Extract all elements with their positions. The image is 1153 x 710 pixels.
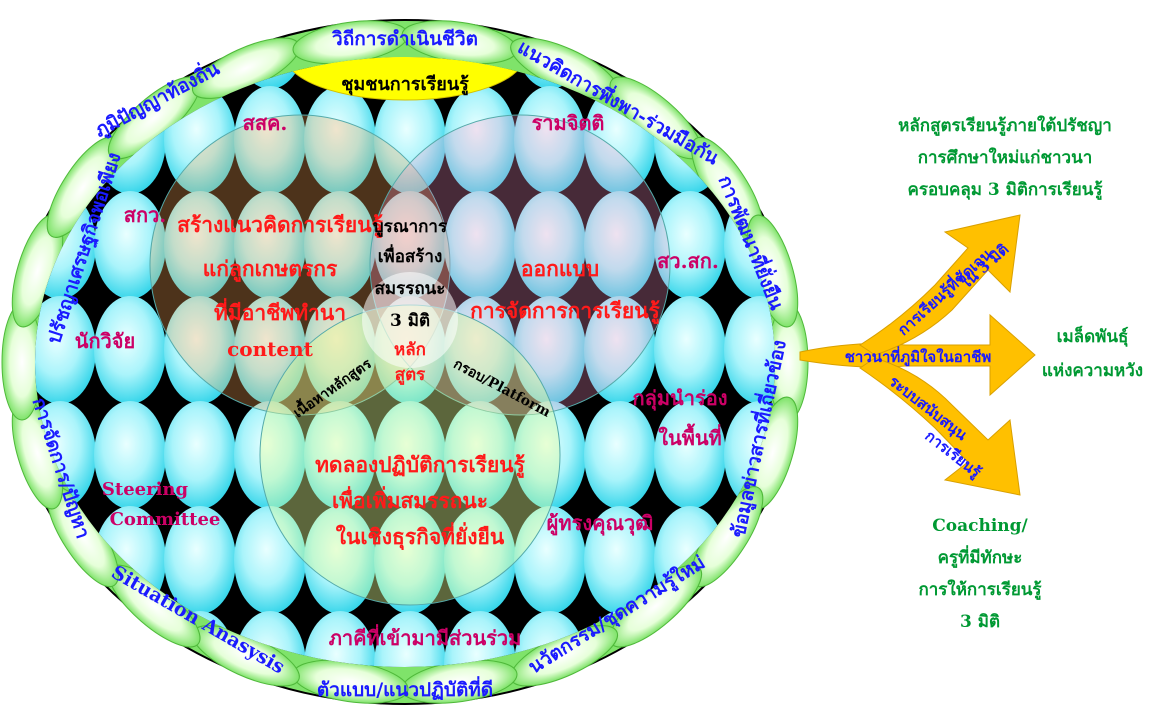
bubble	[654, 296, 726, 404]
curriculum-line-1: หลัก	[394, 340, 426, 360]
stakeholder-pilot-1: กลุ่มนำร่อง	[633, 386, 728, 411]
stakeholder-partners: ภาคีที่เข้ามามีส่วนร่วม	[329, 623, 522, 650]
arrow-main-label: ชาวนาที่ภูมิใจในอาชีพ	[845, 346, 992, 367]
coaching-line-4: 3 มิติ	[960, 612, 1000, 632]
seed-line-1: เมล็ดพันธุ์	[1056, 327, 1129, 347]
bubble	[584, 296, 656, 404]
bubble	[584, 401, 656, 509]
left-circle-line-4: content	[227, 337, 314, 361]
bubble	[304, 401, 376, 509]
bubble	[374, 506, 446, 614]
bubble	[234, 296, 306, 404]
bubble	[164, 191, 236, 299]
bubble	[514, 86, 586, 194]
left-circle-line-2: แก่ลูกเกษตรกร	[203, 256, 338, 283]
bubble	[514, 401, 586, 509]
stakeholder-sakw: สกว.	[124, 203, 167, 227]
community-label: ชุมชนการเรียนรู้	[341, 74, 469, 96]
bubble	[724, 611, 775, 667]
curriculum-line-2: สูตร	[395, 365, 426, 386]
bubble	[374, 401, 446, 509]
bubble	[444, 86, 516, 194]
left-circle-line-1: สร้างแนวคิดการเรียนรู้	[177, 212, 383, 239]
center-line-3: สมรรถนะ	[375, 279, 446, 299]
bubble	[374, 86, 446, 194]
bubble	[35, 611, 96, 667]
bubble	[234, 191, 306, 299]
bubble	[374, 611, 446, 667]
arrow-down	[859, 357, 1021, 496]
stakeholder-ramjit: รามจิตติ	[532, 111, 605, 135]
bubble	[444, 191, 516, 299]
community-band	[284, 57, 526, 101]
bubble	[234, 401, 306, 509]
arrow-up	[859, 214, 1021, 356]
bubble	[654, 611, 726, 667]
stakeholder-sasak: สสค.	[243, 111, 288, 135]
stakeholder-expert: ผู้ทรงคุณวุฒิ	[547, 511, 654, 537]
bubble	[514, 506, 586, 614]
bubble	[374, 191, 446, 299]
venn-circles	[149, 114, 671, 606]
bubble	[724, 57, 775, 89]
coaching-line-1: Coaching/	[932, 516, 1028, 536]
stakeholder-swsk: สว.สก.	[657, 249, 719, 273]
bubble	[35, 296, 96, 404]
right-title-line-2: การศึกษาใหม่แก่ชาวนา	[917, 148, 1093, 168]
coaching-line-2: ครูที่มีทักษะ	[937, 548, 1023, 568]
ring-label-model: ตัวแบบ/แนวปฏิบัติที่ดี	[317, 676, 493, 701]
bubble	[514, 296, 586, 404]
bubble	[94, 57, 166, 89]
circle-center	[362, 272, 458, 368]
bubble	[724, 296, 775, 404]
bubble	[444, 506, 516, 614]
right-circle-line-2: การจัดการการเรียนรู้	[470, 298, 660, 325]
right-title: หลักสูตรเรียนรู้ภายใต้ปรัชญา การศึกษาใหม…	[855, 110, 1153, 206]
ring-label-top: วิถีการดำเนินชีวิต	[332, 28, 478, 50]
ring-segments	[1, 20, 809, 704]
bubble	[444, 296, 516, 404]
bubble	[234, 86, 306, 194]
bubble	[304, 191, 376, 299]
right-title-line-1: หลักสูตรเรียนรู้ภายใต้ปรัชญา	[898, 116, 1112, 136]
bubble	[164, 296, 236, 404]
center-line-1: บูรณาการ	[373, 217, 448, 238]
bubble	[164, 506, 236, 614]
arrow-main	[799, 313, 1036, 397]
bubble	[304, 296, 376, 404]
bubble	[94, 401, 166, 509]
bubble	[234, 506, 306, 614]
right-circle-line-1: ออกแบบ	[521, 256, 599, 281]
stakeholder-steering-2: Committee	[110, 509, 221, 530]
bottom-circle-line-2: เพื่อเพิ่มสมรรถนะ	[332, 485, 488, 513]
center-line-2: เพื่อสร้าง	[378, 244, 443, 267]
seed-line-2: แห่งความหวัง	[1041, 361, 1144, 381]
bubble	[164, 401, 236, 509]
bubble	[514, 191, 586, 299]
stakeholder-steering-1: Steering	[102, 479, 189, 500]
bubble	[584, 506, 656, 614]
bubble	[94, 191, 166, 299]
right-title-line-3: ครอบคลุม 3 มิติการเรียนรู้	[907, 180, 1103, 200]
bubble	[654, 401, 726, 509]
coaching-block: Coaching/ ครูที่มีทักษะ การให้การเรียนรู…	[880, 510, 1080, 638]
coaching-line-3: การให้การเรียนรู้	[918, 580, 1042, 600]
bubble	[584, 191, 656, 299]
bubble	[654, 191, 726, 299]
bubble	[304, 86, 376, 194]
bubble	[94, 296, 166, 404]
bubble	[304, 506, 376, 614]
stakeholder-researcher: นักวิจัย	[75, 329, 135, 353]
bottom-circle-line-1: ทดลองปฏิบัติการเรียนรู้	[315, 452, 526, 479]
bottom-circle-line-3: ในเชิงธุรกิจที่ยั่งยืน	[336, 521, 505, 551]
arrows-group: ชาวนาที่ภูมิใจในอาชีพการเรียนรู้ที่ชัดเจ…	[799, 214, 1036, 496]
left-circle-line-3: ที่มีอาชีพทำนา	[214, 297, 346, 325]
stakeholder-pilot-2: ในพื้นที่	[658, 423, 721, 450]
bubble	[444, 401, 516, 509]
seed-of-hope: เมล็ดพันธุ์ แห่งความหวัง	[1030, 320, 1153, 388]
center-line-4: 3 มิติ	[390, 311, 430, 331]
bubble	[654, 57, 726, 89]
bubble	[35, 57, 96, 89]
